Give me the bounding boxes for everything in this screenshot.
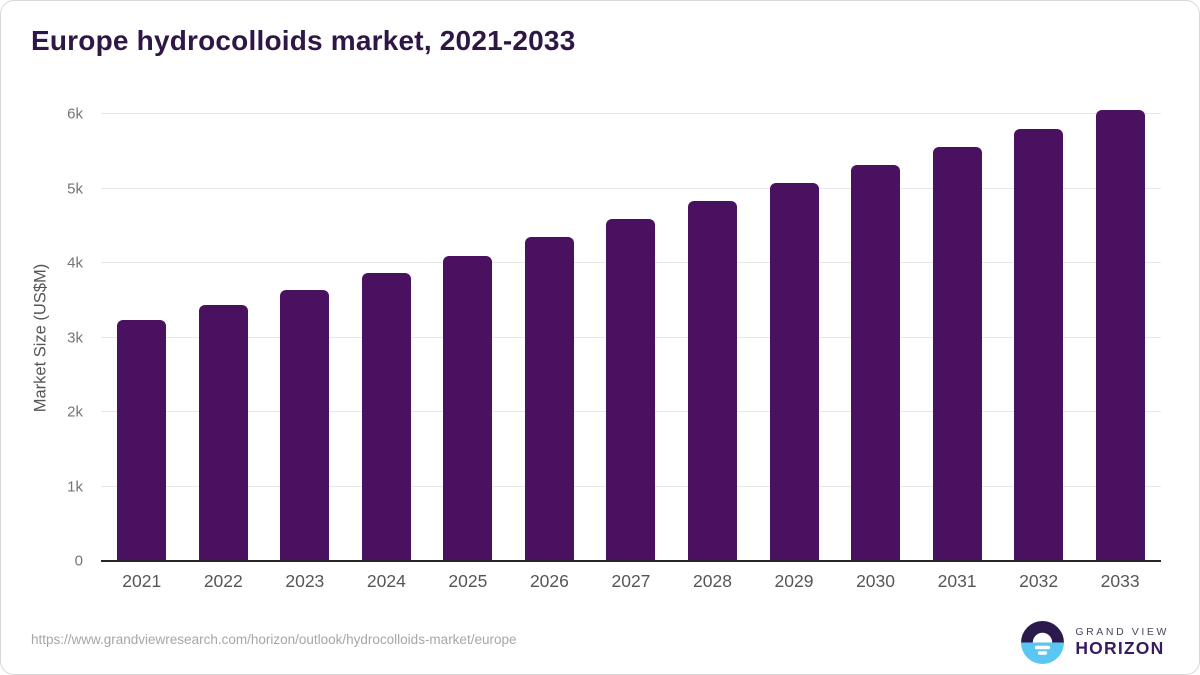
y-tick-label-3k: 3k bbox=[67, 329, 83, 346]
bar-2022[interactable] bbox=[198, 305, 248, 561]
x-tick-label-2028: 2028 bbox=[693, 571, 732, 591]
x-tick-label-2025: 2025 bbox=[448, 571, 488, 591]
x-axis-line bbox=[101, 560, 1161, 562]
chart-title: Europe hydrocolloids market, 2021-2033 bbox=[31, 25, 576, 56]
source-url: https://www.grandviewresearch.com/horizo… bbox=[31, 632, 517, 647]
x-tick-label-2024: 2024 bbox=[366, 571, 406, 591]
bar-slot-2031 bbox=[916, 114, 998, 561]
bar-2028[interactable] bbox=[687, 201, 737, 561]
bar-slot-2024 bbox=[346, 114, 428, 561]
bar-slot-2022 bbox=[183, 114, 265, 561]
bar-slot-2023 bbox=[264, 114, 346, 561]
logo-text: GRAND VIEW HORIZON bbox=[1075, 626, 1169, 658]
bar-slot-2029 bbox=[753, 114, 835, 561]
bar-2032[interactable] bbox=[1014, 128, 1064, 561]
x-tick-label-2029: 2029 bbox=[774, 571, 814, 591]
x-axis-tick-labels: 2021 2022 2023 2024 2025 2026 2027 2028 2029 2030… bbox=[101, 571, 1161, 592]
bar-2025[interactable] bbox=[443, 255, 493, 561]
plot-area bbox=[101, 110, 1161, 562]
y-tick-label-2k: 2k bbox=[67, 403, 83, 421]
x-tick-label-2027: 2027 bbox=[611, 571, 651, 591]
bar-2033[interactable] bbox=[1095, 110, 1145, 561]
bar-slot-2033 bbox=[1079, 110, 1161, 561]
logo-grand-view-label: GRAND VIEW bbox=[1075, 626, 1169, 639]
bar-2029[interactable] bbox=[769, 183, 819, 561]
bar-slot-2026 bbox=[509, 114, 591, 561]
horizon-sunrise-icon bbox=[1021, 621, 1065, 664]
logo-horizon-label: HORIZON bbox=[1075, 638, 1165, 659]
bar-2023[interactable] bbox=[280, 289, 330, 561]
bar-slot-2030 bbox=[835, 114, 917, 561]
bar-slot-2032 bbox=[998, 114, 1080, 561]
gridline-6k bbox=[101, 113, 1161, 114]
bars-container bbox=[101, 110, 1161, 561]
bar-slot-2025 bbox=[427, 114, 509, 561]
y-tick-label-0: 0 bbox=[74, 552, 83, 570]
x-tick-label-2030: 2030 bbox=[856, 571, 896, 591]
bar-2026[interactable] bbox=[524, 236, 574, 561]
bar-2024[interactable] bbox=[361, 273, 411, 561]
bar-slot-2028 bbox=[672, 114, 754, 561]
grand-view-horizon-logo: GRAND VIEW HORIZON bbox=[1020, 620, 1169, 665]
bar-2027[interactable] bbox=[606, 219, 656, 561]
bar-2031[interactable] bbox=[932, 146, 982, 561]
bar-2030[interactable] bbox=[851, 164, 901, 561]
x-tick-label-2026: 2026 bbox=[529, 571, 569, 591]
y-tick-label-6k: 6k bbox=[67, 105, 83, 123]
bar-slot-2027 bbox=[590, 114, 672, 561]
x-tick-label-2032: 2032 bbox=[1019, 571, 1059, 591]
y-tick-label-5k: 5k bbox=[67, 180, 83, 197]
x-tick-label-2033: 2033 bbox=[1100, 571, 1140, 591]
bar-slot-2021 bbox=[101, 114, 183, 561]
bar-2021[interactable] bbox=[117, 319, 167, 561]
x-tick-label-2031: 2031 bbox=[937, 571, 977, 591]
x-tick-label-2022: 2022 bbox=[203, 571, 243, 591]
gridline-5k bbox=[101, 187, 1161, 189]
y-tick-label-1k: 1k bbox=[67, 478, 83, 495]
x-tick-label-2021: 2021 bbox=[122, 571, 162, 591]
x-tick-label-2023: 2023 bbox=[285, 571, 325, 591]
y-axis-tick-labels: 0 1k 2k 3k 4k 5k 6k bbox=[1, 106, 93, 570]
y-tick-label-4k: 4k bbox=[67, 254, 83, 272]
